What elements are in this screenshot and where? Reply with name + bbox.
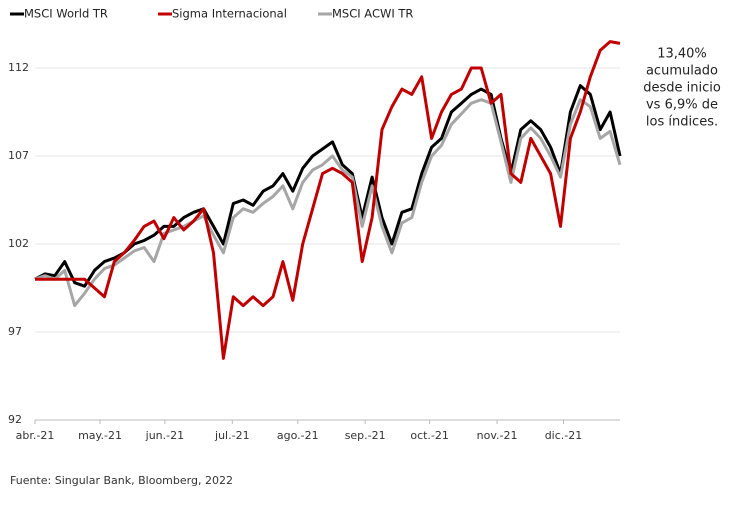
legend-label: MSCI World TR: [24, 7, 108, 21]
source: Fuente: Singular Bank, Bloomberg, 2022: [10, 474, 233, 487]
y-tick-label: 97: [8, 325, 22, 338]
x-tick-label: may.-21: [78, 429, 122, 442]
series-line: [34, 98, 622, 308]
x-tick-label: ago.-21: [277, 429, 319, 442]
y-tick-label: 107: [8, 149, 29, 162]
x-tick-label: nov.-21: [477, 429, 518, 442]
annotation: desde inicio: [643, 81, 721, 96]
x-tick-label: jul.-21: [214, 429, 250, 442]
annotation: 13,40%: [657, 47, 707, 62]
series-line: [34, 84, 622, 288]
legend-label: Sigma Internacional: [172, 7, 287, 21]
legend-label: MSCI ACWI TR: [332, 7, 413, 21]
series-line: [35, 40, 621, 360]
x-tick-label: jun.-21: [145, 429, 184, 442]
y-tick-label: 112: [8, 61, 29, 74]
x-tick-label: sep.-21: [345, 429, 386, 442]
x-tick-label: oct.-21: [410, 429, 449, 442]
annotation: los índices.: [646, 115, 718, 130]
x-tick-label: abr.-21: [16, 429, 55, 442]
x-tick-label: dic.-21: [545, 429, 583, 442]
annotation: acumulado: [646, 64, 718, 79]
y-tick-label: 92: [8, 413, 22, 426]
y-tick-label: 102: [8, 237, 29, 250]
annotation: vs 6,9% de: [646, 98, 718, 113]
